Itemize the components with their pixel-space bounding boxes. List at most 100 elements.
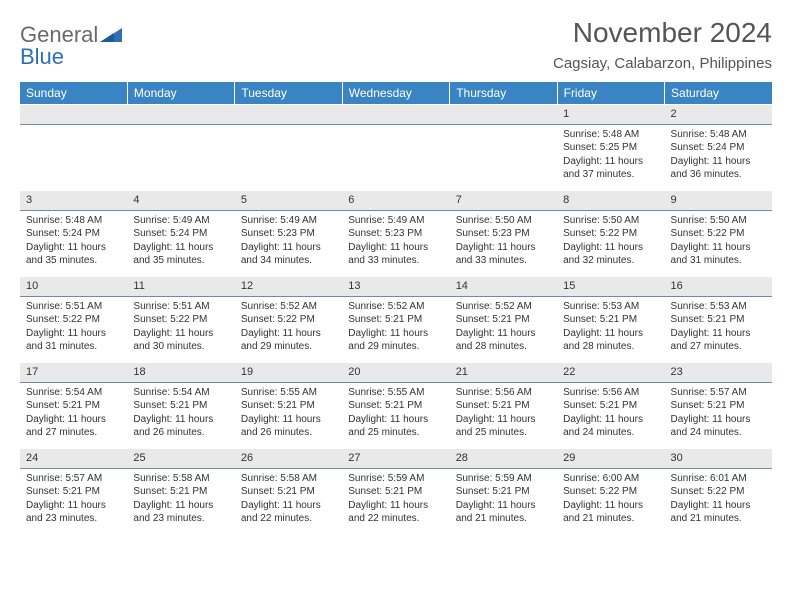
calendar-row: 1Sunrise: 5:48 AMSunset: 5:25 PMDaylight… — [20, 104, 772, 190]
sunset-line: Sunset: 5:23 PM — [348, 227, 443, 241]
calendar-cell: 30Sunrise: 6:01 AMSunset: 5:22 PMDayligh… — [665, 448, 772, 534]
day-number-bar: 4 — [127, 190, 234, 211]
day-number-bar: 7 — [450, 190, 557, 211]
calendar-row: 10Sunrise: 5:51 AMSunset: 5:22 PMDayligh… — [20, 276, 772, 362]
calendar-cell: 5Sunrise: 5:49 AMSunset: 5:23 PMDaylight… — [235, 190, 342, 276]
sunset-line: Sunset: 5:21 PM — [241, 485, 336, 499]
calendar-cell: 14Sunrise: 5:52 AMSunset: 5:21 PMDayligh… — [450, 276, 557, 362]
sunset-line: Sunset: 5:21 PM — [26, 485, 121, 499]
day-content: Sunrise: 5:55 AMSunset: 5:21 PMDaylight:… — [342, 383, 449, 444]
day-content: Sunrise: 5:48 AMSunset: 5:25 PMDaylight:… — [557, 125, 664, 186]
calendar-cell: 3Sunrise: 5:48 AMSunset: 5:24 PMDaylight… — [20, 190, 127, 276]
weekday-header: Sunday — [20, 82, 127, 104]
calendar-cell: 11Sunrise: 5:51 AMSunset: 5:22 PMDayligh… — [127, 276, 234, 362]
day-content: Sunrise: 6:01 AMSunset: 5:22 PMDaylight:… — [665, 469, 772, 530]
daylight-line: Daylight: 11 hours and 21 minutes. — [456, 499, 551, 526]
calendar-cell: 25Sunrise: 5:58 AMSunset: 5:21 PMDayligh… — [127, 448, 234, 534]
brand-blue: Blue — [20, 44, 64, 69]
daylight-line: Daylight: 11 hours and 25 minutes. — [348, 413, 443, 440]
daylight-line: Daylight: 11 hours and 29 minutes. — [348, 327, 443, 354]
calendar-cell: 16Sunrise: 5:53 AMSunset: 5:21 PMDayligh… — [665, 276, 772, 362]
sunset-line: Sunset: 5:22 PM — [671, 227, 766, 241]
sunset-line: Sunset: 5:21 PM — [563, 399, 658, 413]
daylight-line: Daylight: 11 hours and 26 minutes. — [133, 413, 228, 440]
sunset-line: Sunset: 5:23 PM — [241, 227, 336, 241]
weekday-header: Saturday — [665, 82, 772, 104]
day-content: Sunrise: 5:54 AMSunset: 5:21 PMDaylight:… — [20, 383, 127, 444]
daylight-line: Daylight: 11 hours and 24 minutes. — [563, 413, 658, 440]
daylight-line: Daylight: 11 hours and 37 minutes. — [563, 155, 658, 182]
sunset-line: Sunset: 5:24 PM — [133, 227, 228, 241]
day-content: Sunrise: 5:49 AMSunset: 5:23 PMDaylight:… — [342, 211, 449, 272]
calendar-header-row: SundayMondayTuesdayWednesdayThursdayFrid… — [20, 82, 772, 104]
sunrise-line: Sunrise: 5:54 AM — [133, 386, 228, 400]
day-number-bar: 1 — [557, 104, 664, 125]
day-number-bar: 28 — [450, 448, 557, 469]
weekday-header: Tuesday — [235, 82, 342, 104]
sunrise-line: Sunrise: 5:55 AM — [241, 386, 336, 400]
day-number-bar — [450, 104, 557, 125]
day-number-bar: 22 — [557, 362, 664, 383]
daylight-line: Daylight: 11 hours and 28 minutes. — [456, 327, 551, 354]
calendar-cell: 22Sunrise: 5:56 AMSunset: 5:21 PMDayligh… — [557, 362, 664, 448]
sunset-line: Sunset: 5:21 PM — [133, 485, 228, 499]
sunset-line: Sunset: 5:22 PM — [563, 227, 658, 241]
month-title: November 2024 — [553, 18, 772, 49]
calendar-cell: 20Sunrise: 5:55 AMSunset: 5:21 PMDayligh… — [342, 362, 449, 448]
sunrise-line: Sunrise: 5:58 AM — [241, 472, 336, 486]
daylight-line: Daylight: 11 hours and 24 minutes. — [671, 413, 766, 440]
day-content: Sunrise: 5:49 AMSunset: 5:23 PMDaylight:… — [235, 211, 342, 272]
day-number-bar: 23 — [665, 362, 772, 383]
day-content: Sunrise: 5:58 AMSunset: 5:21 PMDaylight:… — [127, 469, 234, 530]
sunrise-line: Sunrise: 5:48 AM — [563, 128, 658, 142]
sunrise-line: Sunrise: 5:50 AM — [456, 214, 551, 228]
calendar-cell — [342, 104, 449, 190]
daylight-line: Daylight: 11 hours and 28 minutes. — [563, 327, 658, 354]
sunrise-line: Sunrise: 5:48 AM — [671, 128, 766, 142]
sunrise-line: Sunrise: 5:53 AM — [563, 300, 658, 314]
header: General Blue November 2024 Cagsiay, Cala… — [20, 18, 772, 72]
calendar-cell: 4Sunrise: 5:49 AMSunset: 5:24 PMDaylight… — [127, 190, 234, 276]
sunrise-line: Sunrise: 5:58 AM — [133, 472, 228, 486]
calendar-row: 24Sunrise: 5:57 AMSunset: 5:21 PMDayligh… — [20, 448, 772, 534]
brand-text: General Blue — [20, 24, 122, 68]
day-number-bar — [20, 104, 127, 125]
daylight-line: Daylight: 11 hours and 23 minutes. — [26, 499, 121, 526]
sunset-line: Sunset: 5:21 PM — [671, 313, 766, 327]
day-number-bar: 24 — [20, 448, 127, 469]
sunrise-line: Sunrise: 5:48 AM — [26, 214, 121, 228]
calendar-cell — [235, 104, 342, 190]
sunrise-line: Sunrise: 5:57 AM — [26, 472, 121, 486]
daylight-line: Daylight: 11 hours and 35 minutes. — [133, 241, 228, 268]
day-content: Sunrise: 5:56 AMSunset: 5:21 PMDaylight:… — [557, 383, 664, 444]
day-content: Sunrise: 5:48 AMSunset: 5:24 PMDaylight:… — [20, 211, 127, 272]
sunset-line: Sunset: 5:21 PM — [348, 485, 443, 499]
sunset-line: Sunset: 5:22 PM — [133, 313, 228, 327]
daylight-line: Daylight: 11 hours and 21 minutes. — [563, 499, 658, 526]
weekday-header: Thursday — [450, 82, 557, 104]
calendar-table: SundayMondayTuesdayWednesdayThursdayFrid… — [20, 82, 772, 534]
calendar-cell: 23Sunrise: 5:57 AMSunset: 5:21 PMDayligh… — [665, 362, 772, 448]
calendar-cell: 26Sunrise: 5:58 AMSunset: 5:21 PMDayligh… — [235, 448, 342, 534]
daylight-line: Daylight: 11 hours and 29 minutes. — [241, 327, 336, 354]
calendar-cell: 6Sunrise: 5:49 AMSunset: 5:23 PMDaylight… — [342, 190, 449, 276]
day-content: Sunrise: 5:50 AMSunset: 5:22 PMDaylight:… — [665, 211, 772, 272]
sunrise-line: Sunrise: 5:51 AM — [133, 300, 228, 314]
sunset-line: Sunset: 5:21 PM — [133, 399, 228, 413]
calendar-cell: 27Sunrise: 5:59 AMSunset: 5:21 PMDayligh… — [342, 448, 449, 534]
calendar-cell: 15Sunrise: 5:53 AMSunset: 5:21 PMDayligh… — [557, 276, 664, 362]
sunrise-line: Sunrise: 5:57 AM — [671, 386, 766, 400]
daylight-line: Daylight: 11 hours and 21 minutes. — [671, 499, 766, 526]
daylight-line: Daylight: 11 hours and 23 minutes. — [133, 499, 228, 526]
daylight-line: Daylight: 11 hours and 30 minutes. — [133, 327, 228, 354]
calendar-cell: 13Sunrise: 5:52 AMSunset: 5:21 PMDayligh… — [342, 276, 449, 362]
sunrise-line: Sunrise: 5:54 AM — [26, 386, 121, 400]
calendar-cell: 21Sunrise: 5:56 AMSunset: 5:21 PMDayligh… — [450, 362, 557, 448]
sunrise-line: Sunrise: 6:01 AM — [671, 472, 766, 486]
calendar-cell: 12Sunrise: 5:52 AMSunset: 5:22 PMDayligh… — [235, 276, 342, 362]
calendar-cell: 17Sunrise: 5:54 AMSunset: 5:21 PMDayligh… — [20, 362, 127, 448]
sunrise-line: Sunrise: 5:49 AM — [348, 214, 443, 228]
day-number-bar: 9 — [665, 190, 772, 211]
day-number-bar: 25 — [127, 448, 234, 469]
daylight-line: Daylight: 11 hours and 31 minutes. — [26, 327, 121, 354]
